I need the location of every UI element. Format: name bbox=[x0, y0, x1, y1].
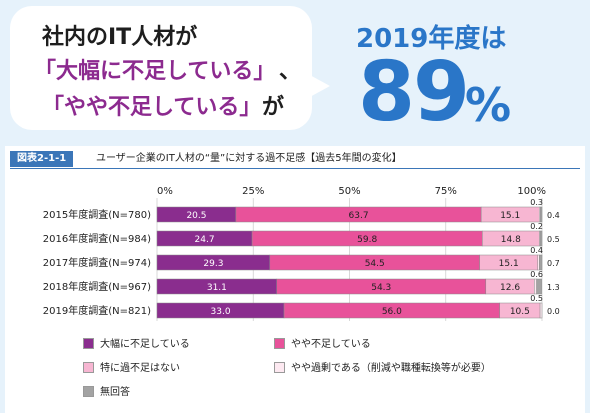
data-label: 63.7 bbox=[349, 211, 369, 221]
x-tick-label: 0% bbox=[157, 186, 173, 197]
data-label: 0.0 bbox=[547, 307, 560, 316]
bar-segment bbox=[534, 278, 537, 295]
figure-title-rule bbox=[10, 168, 580, 169]
bar-segment bbox=[536, 278, 542, 295]
headline-line3: 「やや不足している」 bbox=[42, 95, 262, 120]
figure-tag: 図表2-1-1 bbox=[10, 151, 74, 167]
data-label: 59.8 bbox=[357, 235, 377, 245]
data-label: 0.4 bbox=[547, 211, 560, 220]
legend-label: 特に過不足はない bbox=[100, 363, 180, 374]
legend-label: 大幅に不足している bbox=[100, 339, 190, 350]
highlight-year: 2019年度は bbox=[356, 24, 507, 54]
legend-item: 大幅に不足している bbox=[83, 338, 190, 352]
data-label: 0.2 bbox=[530, 222, 543, 231]
legend-swatch bbox=[83, 338, 94, 349]
bar-segment bbox=[540, 206, 543, 223]
legend-swatch bbox=[274, 338, 285, 349]
legend-swatch bbox=[83, 362, 94, 373]
bar-segment bbox=[539, 230, 543, 247]
legend-swatch bbox=[83, 386, 94, 397]
data-label: 33.0 bbox=[211, 307, 231, 317]
data-label: 15.1 bbox=[500, 211, 520, 221]
legend-item: 特に過不足はない bbox=[83, 362, 180, 376]
legend-label: 無回答 bbox=[100, 387, 130, 398]
legend-label: やや不足している bbox=[291, 339, 371, 350]
data-label: 54.5 bbox=[365, 259, 385, 269]
category-label: 2019年度調査(N=821) bbox=[43, 304, 151, 317]
figure-title: ユーザー企業のIT人材の“量”に対する過不足感【過去5年間の変化】 bbox=[96, 153, 402, 164]
highlight-value: 89 bbox=[358, 45, 470, 140]
data-label: 24.7 bbox=[195, 235, 215, 245]
bar-segment bbox=[539, 302, 543, 319]
legend-item: 無回答 bbox=[83, 386, 130, 400]
legend-label: やや過剰である（削減や職種転換等が必要） bbox=[291, 363, 491, 374]
data-label: 0.7 bbox=[547, 259, 560, 268]
data-label: 0.5 bbox=[530, 294, 543, 303]
data-label: 0.5 bbox=[547, 235, 560, 244]
x-tick-label: 25% bbox=[242, 186, 264, 197]
x-tick-label: 75% bbox=[435, 186, 457, 197]
category-label: 2016年度調査(N=984) bbox=[43, 232, 151, 245]
legend-item: やや不足している bbox=[274, 338, 371, 352]
data-label: 29.3 bbox=[203, 259, 223, 269]
x-tick-label: 50% bbox=[338, 186, 360, 197]
legend-item: やや過剰である（削減や職種転換等が必要） bbox=[274, 362, 491, 376]
data-label: 15.1 bbox=[499, 259, 519, 269]
category-label: 2017年度調査(N=974) bbox=[43, 256, 151, 269]
data-label: 12.6 bbox=[500, 283, 520, 293]
data-label: 56.0 bbox=[382, 307, 402, 317]
data-label: 20.5 bbox=[186, 211, 206, 221]
category-label: 2015年度調査(N=780) bbox=[43, 208, 151, 221]
data-label: 31.1 bbox=[207, 283, 227, 293]
headline-line2-suffix: 、 bbox=[279, 59, 302, 84]
data-label: 1.3 bbox=[547, 283, 560, 292]
headline-line3-suffix: が bbox=[262, 95, 285, 120]
headline-bubble bbox=[10, 6, 312, 130]
headline-line1: 社内のIT人材が bbox=[42, 25, 198, 50]
highlight-unit: % bbox=[465, 78, 512, 132]
x-tick-label: 100% bbox=[517, 186, 546, 197]
data-label: 0.6 bbox=[530, 270, 543, 279]
data-label: 10.5 bbox=[510, 307, 530, 317]
legend-swatch bbox=[274, 362, 285, 373]
headline-bubble-tail bbox=[308, 74, 330, 98]
category-label: 2018年度調査(N=967) bbox=[43, 280, 151, 293]
headline-line2: 「大幅に不足している」 bbox=[34, 59, 276, 84]
bar-segment bbox=[539, 254, 543, 271]
data-label: 0.4 bbox=[530, 246, 543, 255]
data-label: 0.3 bbox=[530, 198, 543, 207]
data-label: 14.8 bbox=[501, 235, 521, 245]
data-label: 54.3 bbox=[371, 283, 391, 293]
